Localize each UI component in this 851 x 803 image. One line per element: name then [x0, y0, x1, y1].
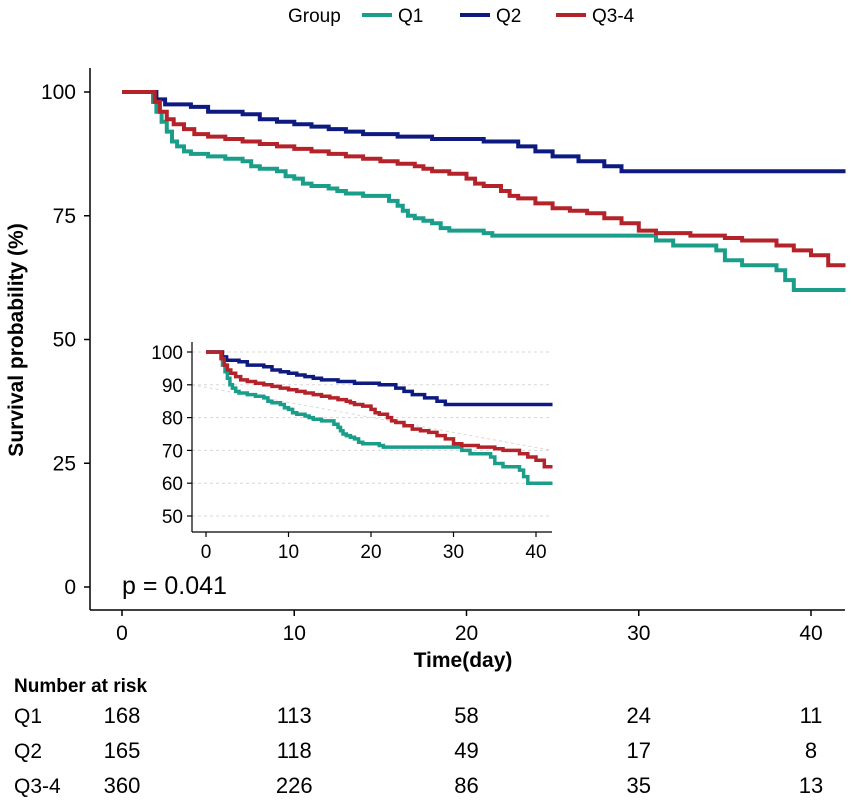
curve-q2: [122, 90, 846, 174]
x-tick-label: 10: [283, 622, 306, 645]
risk-value: 165: [104, 738, 141, 763]
y-tick-label: 100: [41, 81, 76, 104]
legend-title: Group: [288, 6, 341, 27]
risk-value: 86: [454, 773, 478, 798]
y-axis-title: Survival probability (%): [5, 223, 28, 456]
risk-value: 58: [454, 703, 478, 728]
inset-x-ticks: 0 10 20 30 40: [201, 532, 547, 563]
legend-label-q34: Q3-4: [592, 6, 635, 27]
legend-label-q2: Q2: [496, 6, 521, 27]
inset-y-tick-label: 50: [162, 507, 183, 528]
inset-x-tick-label: 0: [201, 542, 212, 563]
y-tick-label: 50: [53, 329, 76, 352]
inset-curve-q1: [206, 350, 553, 485]
inset-x-tick-label: 20: [360, 542, 381, 563]
inset-curve-q2: [206, 350, 553, 407]
y-ticks: 0 25 50 75 100: [41, 81, 90, 599]
inset-y-tick-label: 60: [162, 474, 183, 495]
risk-value: 8: [805, 738, 817, 763]
curve-q1: [122, 90, 846, 292]
inset-y-tick-label: 100: [151, 343, 183, 364]
risk-value: 35: [627, 773, 651, 798]
risk-value: 113: [277, 703, 312, 728]
risk-table-rows: Q1 168 113 58 24 11 Q2 165 118 49 17 8 Q3-4 360 226 86 3…: [14, 703, 823, 798]
inset-curve-q34: [206, 350, 553, 469]
risk-row-label: Q3-4: [14, 775, 61, 798]
risk-value: 11: [800, 703, 823, 728]
inset-y-tick-label: 70: [162, 441, 183, 462]
legend: Group Q1 Q2 Q3-4: [288, 6, 635, 27]
risk-value: 168: [104, 703, 141, 728]
main-curves: [122, 90, 846, 292]
risk-value: 49: [454, 738, 478, 763]
curve-q34: [122, 90, 846, 268]
x-tick-label: 0: [116, 622, 128, 645]
inset-x-tick-label: 10: [278, 542, 299, 563]
x-ticks: 0 10 20 30 40: [116, 610, 823, 645]
risk-table: Number at risk Q1 168 113 58 24 11 Q2 165 118 49 1…: [14, 676, 823, 798]
y-tick-label: 0: [64, 576, 76, 599]
risk-value: 118: [277, 738, 312, 763]
p-value-annotation: p = 0.041: [122, 572, 227, 600]
risk-table-title: Number at risk: [14, 676, 147, 697]
y-tick-label: 75: [53, 205, 76, 228]
risk-value: 13: [799, 773, 823, 798]
legend-label-q1: Q1: [398, 6, 423, 27]
y-tick-label: 25: [53, 452, 76, 475]
inset-background: [192, 340, 554, 532]
risk-row-label: Q2: [14, 740, 42, 763]
inset-x-tick-label: 40: [525, 542, 546, 563]
risk-value: 17: [627, 738, 651, 763]
risk-row-label: Q1: [14, 705, 42, 728]
x-tick-label: 30: [627, 622, 650, 645]
inset-y-tick-label: 80: [162, 409, 183, 430]
inset-y-tick-label: 90: [162, 376, 183, 397]
x-tick-label: 20: [455, 622, 478, 645]
inset-y-ticks: 50 60 70 80 90 100: [151, 343, 192, 528]
risk-value: 360: [104, 773, 141, 798]
x-tick-label: 40: [799, 622, 822, 645]
x-axis-title: Time(day): [414, 649, 513, 672]
inset-plot: 50 60 70 80 90 100 0 10 20 30 40: [151, 340, 554, 563]
risk-value: 226: [276, 773, 313, 798]
risk-value: 24: [627, 703, 651, 728]
inset-curves: [206, 350, 553, 485]
inset-x-tick-label: 30: [443, 542, 464, 563]
